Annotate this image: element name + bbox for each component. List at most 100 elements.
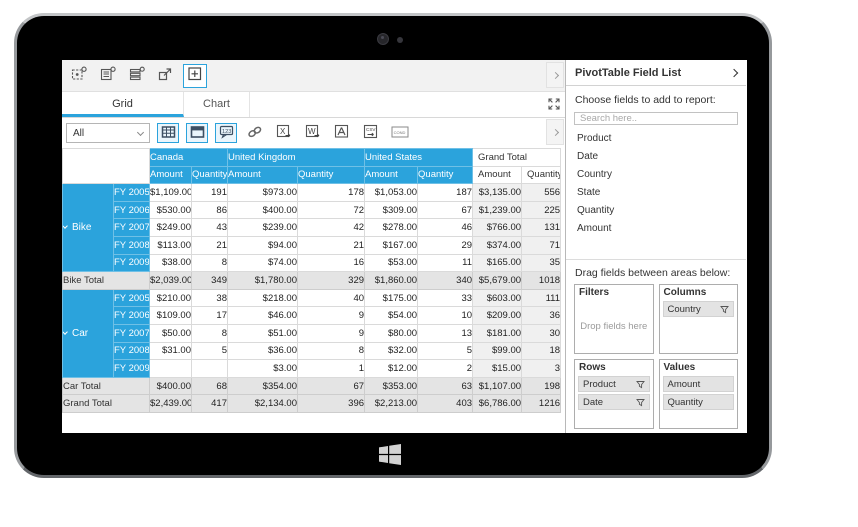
row-header-fiscal-year[interactable]: FY 2006 [113,306,150,325]
filters-area[interactable]: Filters Drop fields here [574,284,654,354]
tab-chart[interactable]: Chart [184,92,250,117]
ambient-sensor-icon [397,37,403,43]
grid-view-button[interactable] [157,123,179,143]
add-field-button[interactable] [183,63,207,88]
show-values-button[interactable]: 123 [215,123,237,143]
export-excel-button[interactable]: X [273,123,295,143]
row-header-fiscal-year[interactable]: FY 2009 [113,359,150,378]
field-chip[interactable]: Quantity [662,394,734,410]
row-header-fiscal-year[interactable]: FY 2007 [113,323,150,343]
column-sub-header[interactable]: Quantity [296,165,366,185]
data-cell: 10 [417,306,474,325]
data-cell: 36 [521,306,562,325]
pivottable-field-list-panel: PivotTable Field List Choose fields to a… [566,60,746,433]
data-cell: 340 [417,271,474,290]
field-list-item[interactable]: Product [577,132,612,144]
field-chip[interactable]: Country [662,301,734,317]
chevron-right-icon[interactable] [729,68,739,77]
data-cell: 417 [191,394,228,413]
field-list-item[interactable]: Date [577,150,599,162]
export-word-button[interactable]: W [302,123,324,143]
collapse-panel-button-top[interactable] [546,62,564,88]
field-chip-label: Product [583,378,616,390]
data-cell: $354.00 [227,376,298,396]
columns-area[interactable]: Columns Country [658,284,738,354]
row-header-fiscal-year[interactable]: FY 2008 [113,341,150,361]
field-list-item[interactable]: State [577,186,601,198]
conditional-formatting-button[interactable]: COND [389,123,411,143]
row-group-label: Car [72,327,89,339]
data-cell: 8 [191,323,228,343]
data-cell: $218.00 [227,288,298,308]
data-cell: 86 [191,200,228,220]
field-chip[interactable]: Date [578,394,650,410]
report-layout-button[interactable] [96,64,120,88]
field-chip[interactable]: Amount [662,376,734,392]
flat-layout-button[interactable] [186,123,208,143]
row-header-fiscal-year[interactable]: FY 2005 [113,183,150,202]
field-chip[interactable]: Product [578,376,650,392]
data-cell: 187 [417,183,474,202]
windows-logo-icon[interactable] [379,444,401,465]
row-group-header[interactable]: Bike [62,183,114,273]
column-sub-header[interactable]: Amount [472,165,523,185]
filter-funnel-icon[interactable] [635,380,645,389]
data-cell: $54.00 [364,306,419,325]
field-list-item[interactable]: Amount [577,222,612,234]
field-list-item[interactable]: Quantity [577,204,615,216]
filters-area-label: Filters [579,287,610,298]
column-group-header[interactable]: United Kingdom [226,148,366,167]
data-cell: $249.00 [149,218,192,237]
filter-funnel-icon[interactable] [635,398,645,407]
column-sub-header[interactable]: Amount [149,165,192,185]
column-group-header[interactable]: Grand Total [472,148,562,167]
row-group-header[interactable]: Car [62,288,114,378]
field-chooser-button[interactable] [67,64,91,88]
field-chip-label: Quantity [667,396,703,408]
field-list: Product Date Country State Quantity Amount [566,129,746,237]
field-list-item[interactable]: Country [577,168,613,180]
rows-area[interactable]: Rows Product Date [574,359,654,429]
tab-grid[interactable]: Grid [62,92,184,117]
filter-funnel-icon[interactable] [720,305,729,314]
link-button[interactable] [244,123,266,143]
row-header-fiscal-year[interactable]: FY 2009 [113,253,150,273]
data-cell: 1 [296,359,366,378]
column-sub-header[interactable]: Amount [364,165,419,185]
field-chip-label: Country [667,303,701,315]
expand-fullscreen-button[interactable] [546,96,562,112]
filter-dropdown[interactable]: All [66,123,150,143]
row-header-fiscal-year[interactable]: FY 2008 [113,235,150,255]
collapse-panel-button-ribbon[interactable] [546,119,564,145]
data-cell: 33 [417,288,474,308]
open-new-window-button[interactable] [154,64,178,88]
values-area[interactable]: Values Amount Quantity [658,359,738,429]
data-cell: $1,107.00 [472,376,523,396]
data-cell: $374.00 [472,235,523,255]
column-sub-header[interactable]: Quantity [191,165,228,185]
field-chip-label: Date [583,396,604,408]
data-cell: 9 [296,306,366,325]
data-cell: 396 [296,394,366,413]
data-cell: $181.00 [472,323,523,343]
data-cell: $15.00 [472,359,523,378]
row-header-fiscal-year[interactable]: FY 2006 [113,200,150,220]
row-header-fiscal-year[interactable]: FY 2005 [113,288,150,308]
export-csv-button[interactable]: CSV [360,123,382,143]
main-toolbar [62,60,565,92]
column-sub-header[interactable]: Quantity [417,165,474,185]
view-tabbar: Grid Chart [62,92,565,118]
column-sub-header[interactable]: Amount [227,165,298,185]
row-header-fiscal-year[interactable]: FY 2007 [113,218,150,237]
field-rows-button[interactable] [125,64,149,88]
data-cell: 63 [417,376,474,396]
field-search-input[interactable] [574,112,738,125]
column-group-header[interactable]: Canada [149,148,228,167]
export-pdf-button[interactable] [331,123,353,143]
group-total-row: Bike Total $2,039.00 349 $1,780.00 329 $1,860… [62,271,562,290]
column-sub-header[interactable]: Quantity [521,165,562,185]
data-cell: 131 [521,218,562,237]
field-rows-icon [129,66,145,85]
data-cell: $53.00 [364,253,419,273]
column-group-header[interactable]: United States [364,148,474,167]
